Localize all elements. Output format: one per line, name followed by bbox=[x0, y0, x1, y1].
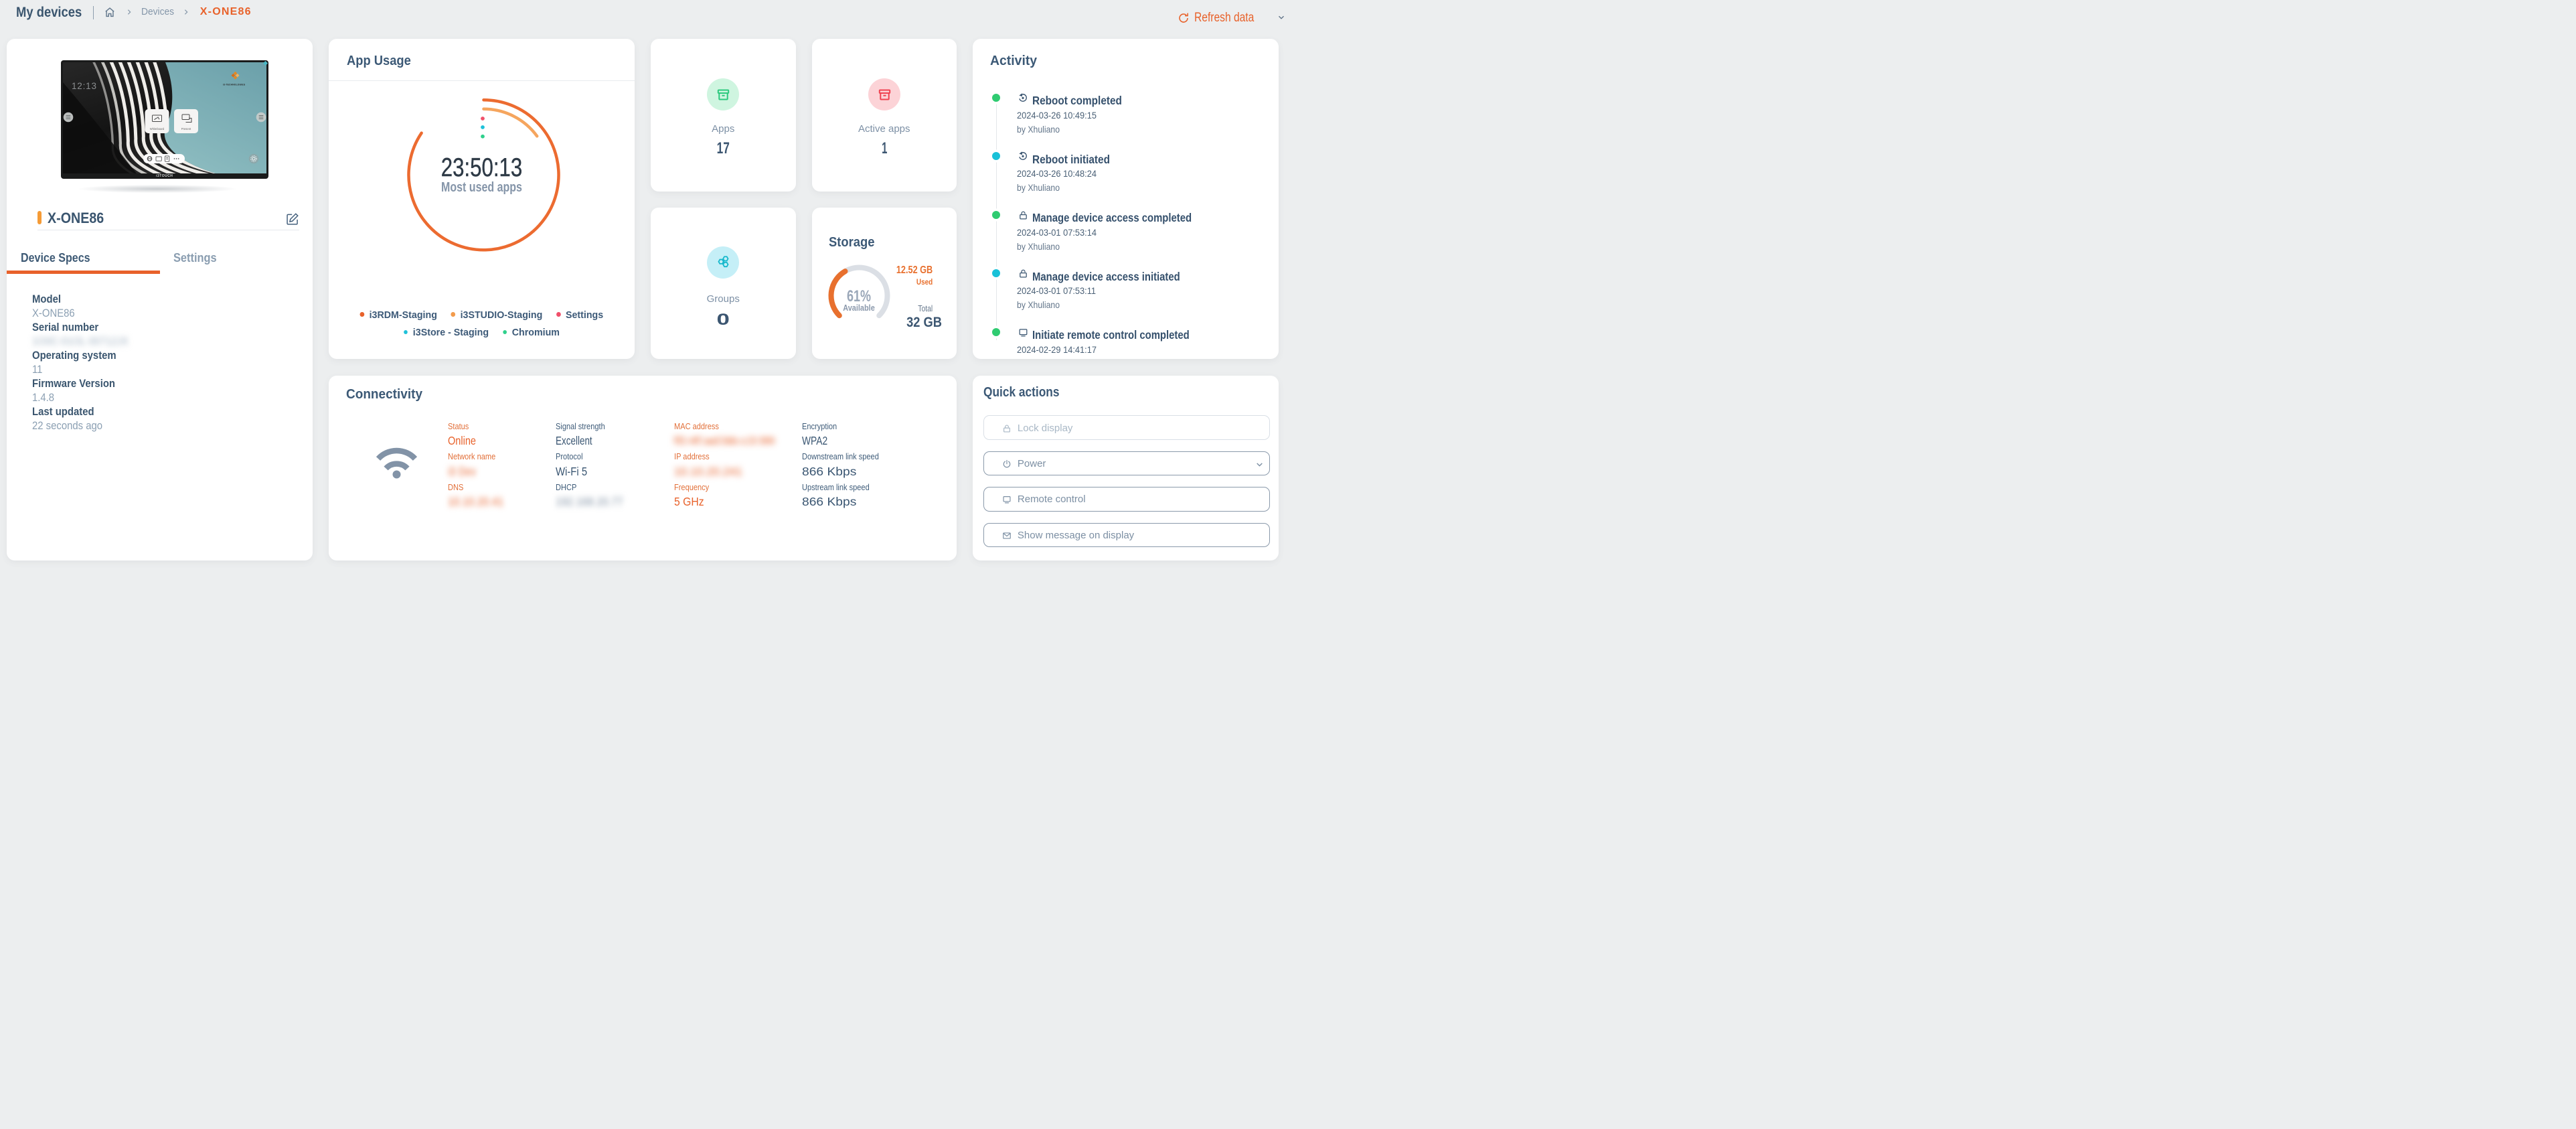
svg-text:12:13: 12:13 bbox=[72, 81, 97, 91]
svg-text:Whiteboard: Whiteboard bbox=[150, 127, 165, 131]
svg-text:i3-TECHNOLOGIES: i3-TECHNOLOGIES bbox=[223, 84, 246, 86]
svg-text:Present: Present bbox=[181, 127, 191, 131]
